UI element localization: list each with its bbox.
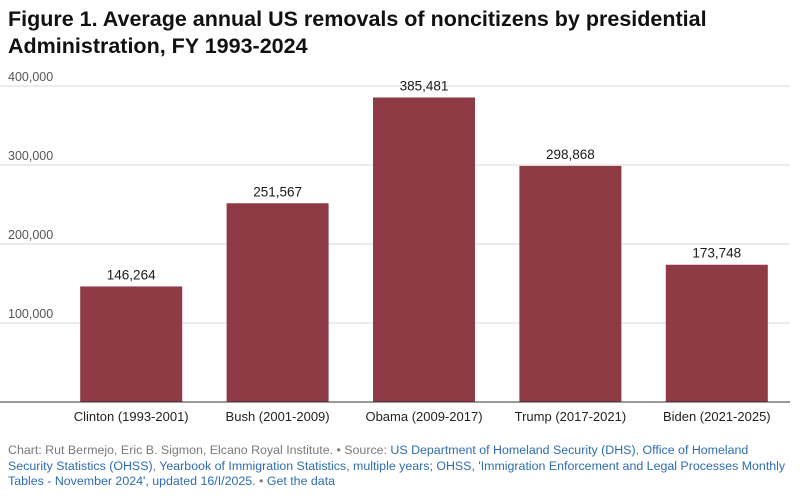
source-link-yearbook[interactable]: Yearbook of Immigration Statistics, mult…	[8, 458, 786, 489]
bar-value-label: 146,264	[107, 267, 156, 282]
y-tick-label: 100,000	[8, 307, 53, 321]
x-tick-label: Trump (2017-2021)	[515, 409, 627, 424]
bar	[80, 286, 183, 402]
bar	[665, 264, 768, 402]
source-link-dhs[interactable]: US Department of Homeland Security (DHS)	[390, 443, 636, 457]
y-tick-label: 400,000	[8, 70, 53, 84]
x-tick-label: Obama (2009-2017)	[365, 409, 482, 424]
x-tick-label: Clinton (1993-2001)	[74, 409, 189, 424]
source-separator: • Source:	[333, 443, 391, 457]
source-comma-1: ,	[635, 443, 643, 457]
chart-credit: Chart: Rut Bermejo, Eric B. Sigmon, Elca…	[8, 443, 334, 457]
x-tick-label: Bush (2001-2009)	[226, 409, 330, 424]
bar-chart: 100,000 200,000 300,000 400,000 146,264 251,…	[0, 70, 800, 440]
chart-footer: Chart: Rut Bermejo, Eric B. Sigmon, Elca…	[8, 443, 793, 490]
get-data-separator: •	[255, 474, 267, 488]
bars	[80, 97, 768, 403]
bar-chart-svg: 100,000 200,000 300,000 400,000 146,264 251,…	[0, 70, 790, 424]
y-tick-label: 300,000	[8, 149, 53, 163]
y-axis-ticks: 100,000 200,000 300,000 400,000	[8, 70, 53, 321]
source-link-ohss[interactable]: Office of Homeland Security Statistics (…	[8, 443, 749, 473]
chart-title: Figure 1. Average annual US removals of …	[8, 7, 707, 58]
source-comma-2: ,	[152, 458, 160, 473]
x-axis-ticks: Clinton (1993-2001) Bush (2001-2009) Obama…	[74, 409, 771, 424]
bar	[519, 165, 622, 402]
bar-value-label: 298,868	[546, 147, 595, 162]
x-tick-label: Biden (2021-2025)	[663, 409, 771, 424]
bar	[373, 97, 475, 403]
bar-value-label: 385,481	[400, 78, 449, 93]
bar-value-label: 173,748	[692, 246, 741, 261]
bar-value-label: 251,567	[253, 184, 302, 199]
value-labels: 146,264 251,567 385,481 298,868 173,748	[107, 78, 741, 282]
get-the-data-link[interactable]: Get the data	[266, 474, 336, 488]
y-tick-label: 200,000	[8, 228, 53, 242]
bar	[226, 203, 329, 402]
